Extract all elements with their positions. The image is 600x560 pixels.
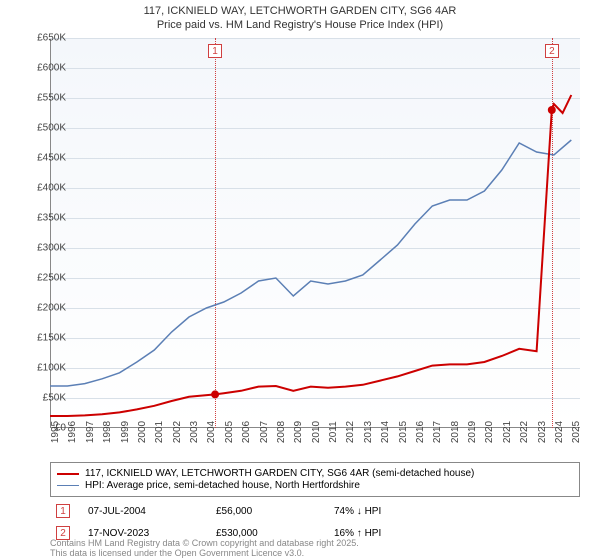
x-tick-label: 2004 — [206, 421, 217, 443]
y-tick-label: £50K — [43, 393, 66, 404]
title-line2: Price paid vs. HM Land Registry's House … — [0, 18, 600, 32]
y-tick-label: £100K — [37, 363, 66, 374]
x-tick-label: 2016 — [415, 421, 426, 443]
x-tick-label: 2005 — [224, 421, 235, 443]
sale-date: 07-JUL-2004 — [88, 506, 198, 517]
chart-title: 117, ICKNIELD WAY, LETCHWORTH GARDEN CIT… — [0, 0, 600, 33]
legend-swatch-hpi — [57, 485, 79, 486]
x-tick-label: 2006 — [241, 421, 252, 443]
x-tick-label: 2002 — [172, 421, 183, 443]
x-tick-label: 1998 — [102, 421, 113, 443]
x-tick-label: 2024 — [554, 421, 565, 443]
x-tick-label: 2010 — [311, 421, 322, 443]
series-svg — [50, 38, 580, 428]
x-tick-label: 2000 — [137, 421, 148, 443]
y-tick-label: £300K — [37, 243, 66, 254]
x-tick-label: 1996 — [67, 421, 78, 443]
footer-line1: Contains HM Land Registry data © Crown c… — [50, 538, 359, 548]
x-tick-label: 2025 — [571, 421, 582, 443]
legend-item-property: 117, ICKNIELD WAY, LETCHWORTH GARDEN CIT… — [57, 468, 573, 479]
y-tick-label: £400K — [37, 183, 66, 194]
x-tick-label: 2014 — [380, 421, 391, 443]
footer-line2: This data is licensed under the Open Gov… — [50, 548, 359, 558]
y-tick-label: £350K — [37, 213, 66, 224]
y-tick-label: £500K — [37, 123, 66, 134]
chart-area: 12 — [50, 38, 580, 428]
x-tick-label: 1995 — [50, 421, 61, 443]
sale-price: £56,000 — [216, 506, 316, 517]
sale-dot — [548, 106, 556, 114]
footer: Contains HM Land Registry data © Crown c… — [50, 538, 359, 558]
y-tick-label: £450K — [37, 153, 66, 164]
sale-date: 17-NOV-2023 — [88, 528, 198, 539]
hpi-line — [50, 140, 571, 386]
x-tick-label: 2012 — [345, 421, 356, 443]
x-tick-label: 2018 — [450, 421, 461, 443]
sales-row: 1 07-JUL-2004 £56,000 74% ↓ HPI — [50, 500, 580, 522]
sale-delta: 16% ↑ HPI — [334, 528, 434, 539]
x-tick-label: 2011 — [328, 421, 339, 443]
y-tick-label: £550K — [37, 93, 66, 104]
y-tick-label: £650K — [37, 33, 66, 44]
x-tick-label: 2023 — [537, 421, 548, 443]
legend-item-hpi: HPI: Average price, semi-detached house,… — [57, 480, 573, 491]
x-tick-label: 2003 — [189, 421, 200, 443]
x-tick-label: 2021 — [502, 421, 513, 443]
x-tick-label: 2007 — [259, 421, 270, 443]
y-tick-label: £200K — [37, 303, 66, 314]
x-tick-label: 2019 — [467, 421, 478, 443]
x-tick-label: 2015 — [398, 421, 409, 443]
sale-dot — [211, 390, 219, 398]
x-tick-label: 2022 — [519, 421, 530, 443]
title-line1: 117, ICKNIELD WAY, LETCHWORTH GARDEN CIT… — [0, 4, 600, 18]
x-tick-label: 1997 — [85, 421, 96, 443]
legend: 117, ICKNIELD WAY, LETCHWORTH GARDEN CIT… — [50, 462, 580, 497]
x-tick-label: 2001 — [154, 421, 165, 443]
x-tick-label: 2009 — [293, 421, 304, 443]
legend-label-hpi: HPI: Average price, semi-detached house,… — [85, 480, 360, 491]
legend-label-property: 117, ICKNIELD WAY, LETCHWORTH GARDEN CIT… — [85, 468, 474, 479]
x-tick-label: 2020 — [484, 421, 495, 443]
x-tick-label: 2017 — [432, 421, 443, 443]
legend-swatch-property — [57, 473, 79, 475]
x-tick-label: 1999 — [120, 421, 131, 443]
y-tick-label: £250K — [37, 273, 66, 284]
sale-marker-1: 1 — [56, 504, 70, 518]
sale-price: £530,000 — [216, 528, 316, 539]
y-tick-label: £600K — [37, 63, 66, 74]
x-tick-label: 2013 — [363, 421, 374, 443]
sale-delta: 74% ↓ HPI — [334, 506, 434, 517]
y-tick-label: £150K — [37, 333, 66, 344]
x-tick-label: 2008 — [276, 421, 287, 443]
